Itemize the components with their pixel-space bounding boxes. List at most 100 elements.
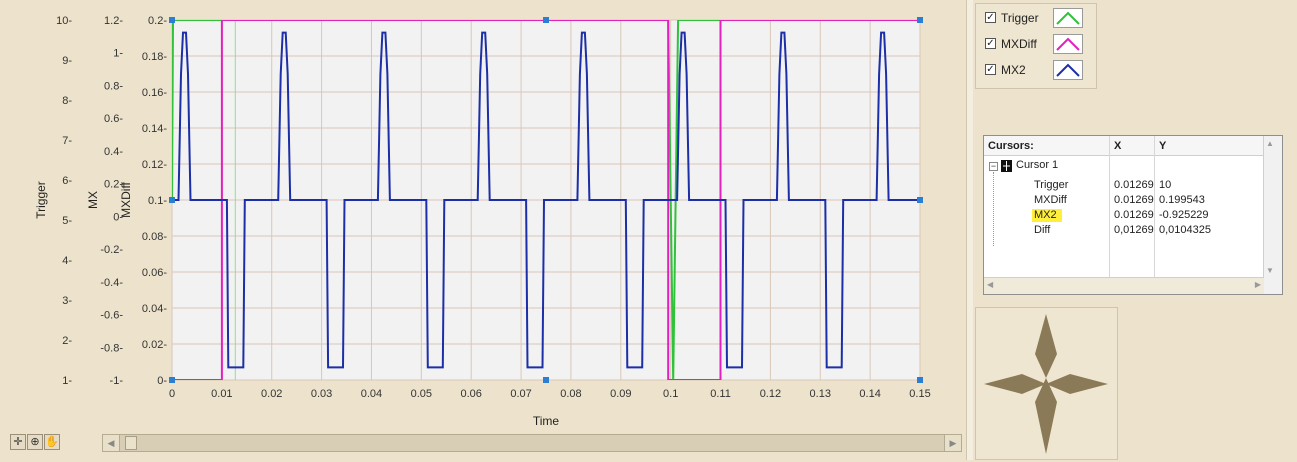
x-tick-label: 0.08	[560, 388, 581, 400]
resize-handle[interactable]	[917, 377, 923, 383]
mxdiff-tick-label: 0.1-	[148, 195, 167, 207]
resize-handle[interactable]	[543, 377, 549, 383]
cursor-glyph-icon	[1001, 160, 1012, 172]
x-tick-label: 0.01	[211, 388, 232, 400]
x-tick-label: 0.15	[909, 388, 930, 400]
x-axis-label: Time	[533, 414, 560, 428]
cursor-table-header	[984, 136, 1264, 156]
resize-handle[interactable]	[169, 377, 175, 383]
x-tick-label: 0.1	[663, 388, 678, 400]
scroll-right-arrow-icon[interactable]: ▶	[944, 435, 961, 451]
mxdiff-tick-label: 0.14-	[142, 123, 167, 135]
pan-hand-icon[interactable]: ✋	[44, 434, 60, 450]
x-tick-label: 0.05	[411, 388, 432, 400]
resize-handle[interactable]	[169, 197, 175, 203]
legend-label: MXDiff	[1001, 37, 1037, 51]
y-axis-label-trigger: Trigger	[34, 181, 48, 219]
legend-checkbox-trigger[interactable]: ✓	[985, 12, 996, 23]
highlight-mx2	[1032, 209, 1062, 222]
column-divider	[1109, 136, 1110, 278]
mx-tick-label: -0.8-	[100, 342, 123, 354]
mxdiff-tick-label: 0.16-	[142, 87, 167, 99]
mx-tick-label: -0.4-	[100, 277, 123, 289]
scroll-down-arrow-icon[interactable]: ▼	[1266, 266, 1274, 275]
waveform-graph[interactable]: 0 0.01 0.02 0.03 0.04 0.05 0.06 0.07 0.08 0.09 0.1…	[0, 0, 965, 460]
cursor-movement-pad[interactable]	[975, 307, 1118, 460]
scroll-left-arrow-icon[interactable]: ◀	[103, 435, 120, 451]
header-x: X	[1114, 140, 1122, 152]
move-up-button[interactable]	[1035, 314, 1057, 378]
trigger-tick-label: 4-	[62, 255, 72, 267]
move-left-button[interactable]	[984, 374, 1046, 394]
mx-tick-label: 1-	[113, 48, 123, 60]
row-name-trigger: Trigger	[1034, 179, 1069, 191]
y-axis-label-mxdiff: MXDiff	[119, 181, 133, 217]
legend-swatch-icon[interactable]	[1053, 34, 1083, 54]
legend-checkbox-mxdiff[interactable]: ✓	[985, 38, 996, 49]
resize-handle[interactable]	[917, 17, 923, 23]
scrollbar-corner	[1264, 278, 1282, 294]
legend-label: MX2	[1001, 63, 1026, 77]
legend-checkbox-mx2[interactable]: ✓	[985, 64, 996, 75]
crosshair-icon[interactable]: ✛	[10, 434, 26, 450]
panel-divider	[966, 0, 973, 460]
trigger-tick-label: 1-	[62, 375, 72, 387]
mxdiff-tick-label: 0.04-	[142, 303, 167, 315]
scroll-thumb[interactable]	[125, 436, 137, 450]
tree-line	[993, 172, 995, 246]
trigger-tick-label: 6-	[62, 175, 72, 187]
trigger-tick-label: 7-	[62, 135, 72, 147]
header-cursors: Cursors:	[988, 140, 1034, 152]
row-x-mx2: 0.01269	[1114, 209, 1154, 221]
row-name-mx2[interactable]: MX2	[1034, 209, 1057, 221]
legend-swatch-icon[interactable]	[1053, 60, 1083, 80]
mx-tick-label: -0.6-	[100, 310, 123, 322]
scroll-up-arrow-icon[interactable]: ▲	[1266, 139, 1274, 148]
legend-item-mx2[interactable]: ✓ MX2	[982, 60, 1092, 82]
plot-corner-markers[interactable]	[169, 17, 923, 383]
cursor-name: Cursor 1	[1016, 159, 1059, 171]
scroll-right-arrow-icon[interactable]: ▶	[1254, 280, 1261, 289]
mxdiff-tick-label: 0.12-	[142, 159, 167, 171]
plot-legend: ✓ Trigger ✓ MXDiff ✓ MX2	[975, 3, 1097, 89]
x-tick-label: 0.03	[311, 388, 332, 400]
legend-item-mxdiff[interactable]: ✓ MXDiff	[982, 34, 1092, 56]
move-down-button[interactable]	[1035, 378, 1057, 454]
mxdiff-tick-label: 0.18-	[142, 51, 167, 63]
row-y-mx2: -0.925229	[1159, 209, 1209, 221]
move-right-button[interactable]	[1046, 374, 1108, 394]
row-y-mxdiff: 0.199543	[1159, 194, 1205, 206]
x-tick-label: 0.02	[261, 388, 282, 400]
x-tick-label: 0.07	[510, 388, 531, 400]
row-x-mxdiff: 0.01269	[1114, 194, 1154, 206]
mxdiff-tick-label: 0.08-	[142, 231, 167, 243]
resize-handle[interactable]	[543, 17, 549, 23]
diamond-arrows-icon	[984, 314, 1108, 454]
mx-tick-label: -1-	[110, 375, 124, 387]
mx-tick-label: 1.2-	[104, 15, 123, 27]
mxdiff-tick-label: 0.06-	[142, 267, 167, 279]
series-line-mx2	[172, 31, 920, 369]
collapse-icon[interactable]: −	[989, 161, 998, 171]
graph-horizontal-scrollbar[interactable]: ◀ ▶	[102, 434, 962, 452]
trigger-tick-label: 3-	[62, 295, 72, 307]
mx-tick-label: 0.8-	[104, 80, 123, 92]
row-x-trigger: 0.01269	[1114, 179, 1154, 191]
resize-handle[interactable]	[169, 17, 175, 23]
trigger-tick-label: 8-	[62, 95, 72, 107]
cursor-table-vertical-scrollbar[interactable]: ▲ ▼	[1263, 136, 1282, 278]
mx-tick-label: -0.2-	[100, 244, 123, 256]
row-name-diff: Diff	[1034, 224, 1051, 236]
legend-item-trigger[interactable]: ✓ Trigger	[982, 8, 1092, 30]
cursor-table-horizontal-scrollbar[interactable]: ◀ ▶	[984, 277, 1264, 294]
legend-swatch-icon[interactable]	[1053, 8, 1083, 28]
scroll-left-arrow-icon[interactable]: ◀	[987, 280, 994, 289]
zoom-icon[interactable]: ⊕	[27, 434, 43, 450]
cursor-table[interactable]: Cursors: X Y − Cursor 1 Trigger 0.01269 …	[983, 135, 1283, 295]
graph-palette: ✛ ⊕ ✋ ◀ ▶	[10, 432, 970, 454]
x-tick-label: 0	[169, 388, 175, 400]
trigger-tick-label: 10-	[56, 15, 72, 27]
series-layer	[172, 20, 920, 380]
resize-handle[interactable]	[917, 197, 923, 203]
mx-tick-label: 0-	[113, 211, 123, 223]
